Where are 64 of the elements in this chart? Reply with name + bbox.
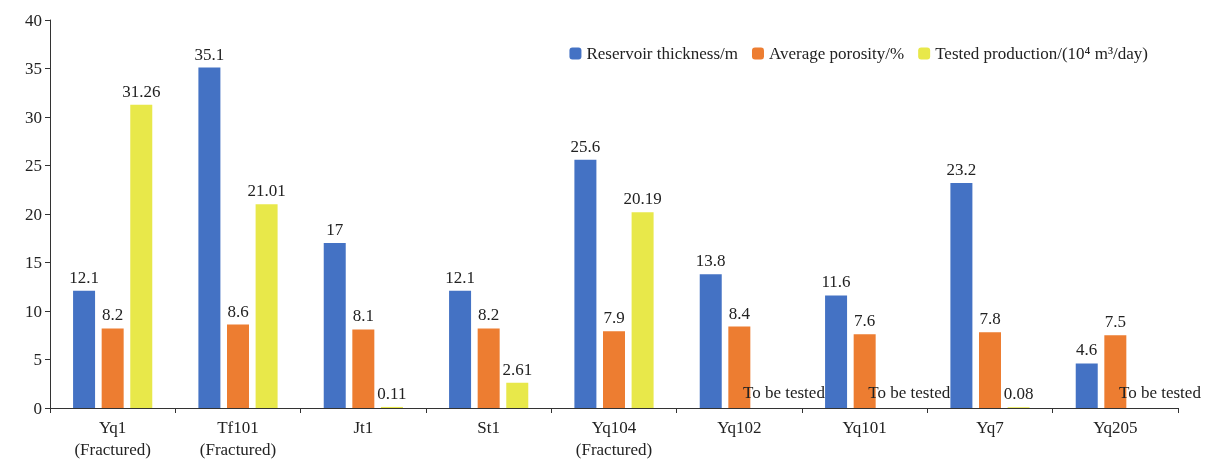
x-tick-label: Yq104 (Fractured)	[575, 417, 653, 459]
data-label: 2.61	[502, 359, 533, 379]
bar	[574, 159, 597, 408]
bar	[323, 243, 346, 408]
x-tick-label: St1	[477, 417, 501, 437]
bar	[477, 328, 500, 408]
y-tick-label: 20	[25, 204, 42, 224]
bar	[603, 331, 625, 408]
data-label: 8.1	[352, 306, 374, 326]
data-label: 7.5	[1104, 312, 1126, 332]
bar	[825, 295, 848, 408]
y-tick-label: 15	[25, 253, 42, 272]
y-tick-label: 10	[25, 301, 42, 321]
bar	[198, 67, 221, 408]
bar	[101, 328, 124, 408]
bar	[352, 329, 375, 408]
bar	[227, 324, 249, 408]
y-tick-label: 35	[25, 59, 42, 78]
y-tick-label: 5	[33, 350, 42, 369]
bar	[130, 104, 153, 408]
data-label: 25.6	[570, 136, 601, 156]
y-tick-label: 30	[25, 107, 42, 127]
x-tick-label: Jt1	[353, 417, 374, 437]
bar	[255, 204, 278, 408]
y-tick-label: 40	[25, 10, 42, 30]
data-label: 17	[326, 220, 344, 240]
y-tick-label: 25	[25, 156, 42, 175]
bar	[506, 382, 529, 408]
bar	[950, 182, 973, 408]
data-label: 4.6	[1076, 340, 1098, 360]
data-label: 7.9	[603, 308, 625, 328]
x-tick-label: Yq102	[717, 417, 762, 437]
x-tick-label: Yq1 (Fractured)	[74, 417, 151, 459]
data-label: 11.6	[821, 272, 851, 292]
data-label: 35.1	[194, 44, 225, 64]
data-label: 8.6	[227, 301, 249, 321]
bar	[449, 290, 472, 408]
data-label: 20.19	[623, 189, 662, 209]
data-label: 12.1	[445, 267, 475, 287]
data-label: 31.26	[122, 81, 161, 101]
bar	[1075, 363, 1098, 408]
legend-label: Tested production/(10⁴ m³/day)	[935, 44, 1148, 63]
y-tick-label: 0	[33, 398, 42, 418]
x-tick-label: Yq101	[842, 417, 887, 437]
data-label: 7.8	[979, 309, 1001, 329]
data-label: 13.8	[695, 251, 726, 271]
x-tick-label: Tf101 (Fractured)	[199, 417, 277, 459]
data-label: 0.11	[377, 383, 407, 403]
x-tick-label: Yq7	[976, 417, 1005, 437]
data-label: 8.4	[728, 303, 751, 323]
data-label: 0.08	[1003, 384, 1034, 404]
data-label: 12.1	[69, 267, 99, 287]
x-tick-label: Yq205	[1093, 417, 1138, 437]
bar	[699, 274, 722, 408]
data-label: 8.2	[478, 305, 500, 325]
data-label: 7.6	[854, 311, 876, 331]
bar	[979, 332, 1001, 408]
legend-label: Average porosity/%	[768, 44, 905, 63]
data-label: 23.2	[946, 159, 977, 179]
data-label: 21.01	[247, 181, 286, 201]
bar	[73, 290, 96, 408]
data-label: 8.2	[102, 305, 124, 325]
bar	[631, 212, 654, 408]
legend-label: Reservoir thickness/m	[586, 44, 738, 63]
